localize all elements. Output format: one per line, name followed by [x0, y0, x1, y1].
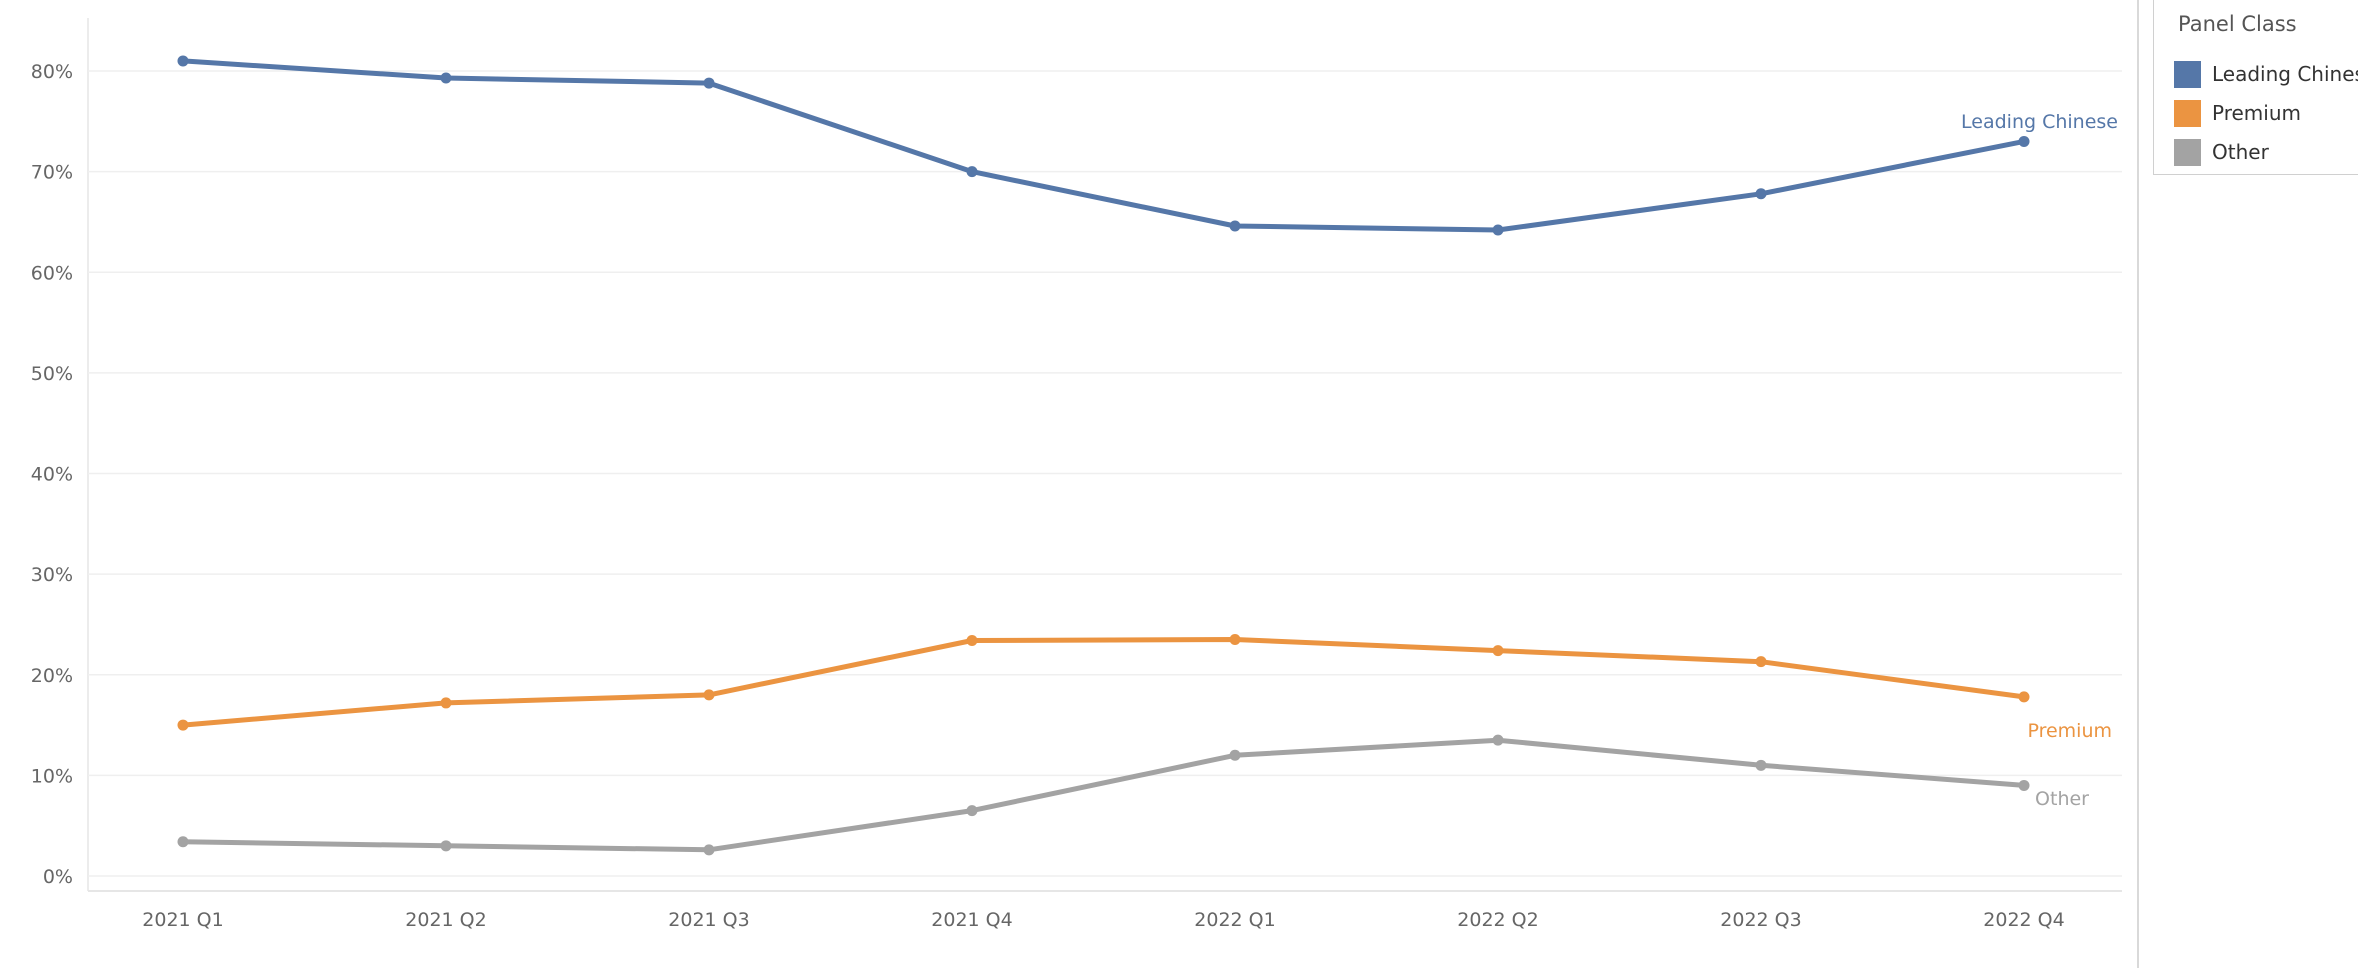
series-end-labels: Leading Chinese Premium Other [1961, 111, 2118, 810]
x-tick-label: 2022 Q1 [1194, 909, 1275, 931]
series-line-other [180, 737, 2027, 853]
y-tick-label: 10% [31, 765, 73, 787]
data-point-leading-chinese[interactable] [2018, 135, 2030, 147]
legend-swatch-premium [2174, 99, 2201, 127]
x-tick-label: 2021 Q4 [931, 909, 1012, 931]
legend-label-other: Other [2212, 140, 2269, 164]
data-point-premium[interactable] [177, 719, 189, 731]
data-point-other[interactable] [177, 836, 189, 848]
legend: Panel Class Leading Chinese Premium Othe… [2153, 0, 2358, 175]
data-point-premium[interactable] [1492, 645, 1504, 657]
legend-item-other[interactable]: Other [2174, 138, 2269, 166]
series-lines [177, 55, 2030, 856]
end-label-premium: Premium [2027, 720, 2112, 742]
end-label-leading-chinese: Leading Chinese [1961, 111, 2118, 133]
data-point-other[interactable] [966, 805, 978, 817]
legend-panel: Panel Class Leading Chinese Premium Othe… [2137, 0, 2358, 968]
x-tick-label: 2021 Q3 [668, 909, 749, 931]
y-tick-label: 70% [31, 162, 73, 184]
end-label-other: Other [2035, 788, 2089, 810]
y-tick-label: 80% [31, 61, 73, 83]
data-point-other[interactable] [2018, 779, 2030, 791]
data-point-premium[interactable] [1755, 656, 1767, 668]
data-point-leading-chinese[interactable] [966, 166, 978, 178]
y-tick-label: 60% [31, 262, 73, 284]
x-tick-label: 2022 Q3 [1720, 909, 1801, 931]
gridlines [88, 70, 2122, 877]
data-point-other[interactable] [703, 844, 715, 856]
legend-swatch-other [2174, 138, 2201, 166]
y-tick-label: 40% [31, 464, 73, 486]
series-line-leading-chinese [180, 58, 2027, 233]
data-point-other[interactable] [1492, 734, 1504, 746]
series-line-premium [180, 637, 2027, 728]
data-point-leading-chinese[interactable] [440, 72, 452, 84]
data-point-leading-chinese[interactable] [1755, 188, 1767, 200]
x-axis-ticks: 2021 Q1 2021 Q2 2021 Q3 2021 Q4 2022 Q1 2022 … [142, 909, 2064, 931]
data-point-other[interactable] [440, 840, 452, 852]
data-point-leading-chinese[interactable] [703, 77, 715, 89]
data-point-leading-chinese[interactable] [1229, 220, 1241, 232]
x-tick-label: 2022 Q4 [1983, 909, 2064, 931]
legend-label-leading-chinese: Leading Chinese [2212, 62, 2358, 86]
data-point-premium[interactable] [703, 689, 715, 701]
line-chart: 0%10%20%30%40%50%60%70%80% 2021 Q1 2021 Q… [31, 18, 2122, 931]
legend-title: Panel Class [2178, 12, 2297, 36]
x-tick-label: 2022 Q2 [1457, 909, 1538, 931]
data-point-premium[interactable] [966, 635, 978, 647]
y-tick-label: 30% [31, 564, 73, 586]
y-tick-label: 20% [31, 665, 73, 687]
data-point-premium[interactable] [440, 697, 452, 709]
x-tick-label: 2021 Q2 [405, 909, 486, 931]
y-tick-label: 50% [31, 363, 73, 385]
data-point-other[interactable] [1755, 759, 1767, 771]
y-tick-label: 0% [43, 866, 73, 888]
legend-item-premium[interactable]: Premium [2174, 99, 2301, 127]
data-point-other[interactable] [1229, 749, 1241, 761]
legend-item-leading-chinese[interactable]: Leading Chinese [2174, 60, 2358, 88]
data-point-leading-chinese[interactable] [177, 55, 189, 67]
legend-swatch-leading-chinese [2174, 60, 2201, 88]
data-point-premium[interactable] [2018, 691, 2030, 703]
data-point-leading-chinese[interactable] [1492, 224, 1504, 236]
x-tick-label: 2021 Q1 [142, 909, 223, 931]
legend-label-premium: Premium [2212, 101, 2301, 125]
y-axis-ticks: 0% 10% 20% 30% 40% 50% 60% 70% 80% [31, 61, 73, 888]
data-point-premium[interactable] [1229, 634, 1241, 646]
